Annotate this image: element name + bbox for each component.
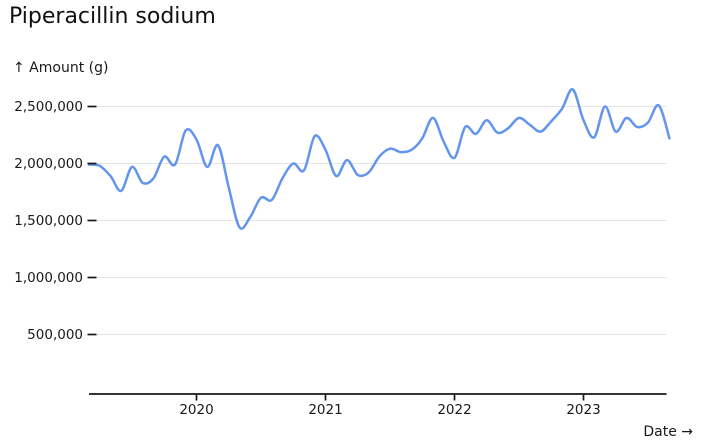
y-tick-label: 2,000,000 [14, 156, 83, 172]
x-tick-label: 2021 [308, 402, 342, 418]
y-tick-label: 1,000,000 [14, 270, 83, 286]
y-tick-label: 1,500,000 [14, 213, 83, 229]
y-tick-label: 500,000 [27, 327, 83, 343]
chart-title: Piperacillin sodium [9, 4, 216, 29]
data-line [87, 88, 671, 230]
y-tick-label: 2,500,000 [14, 99, 83, 115]
x-tick-label: 2022 [437, 402, 471, 418]
x-axis-label: Date → [643, 424, 693, 440]
x-tick-label: 2020 [179, 402, 213, 418]
y-axis-label: ↑ Amount (g) [13, 60, 109, 76]
x-tick-label: 2023 [566, 402, 600, 418]
